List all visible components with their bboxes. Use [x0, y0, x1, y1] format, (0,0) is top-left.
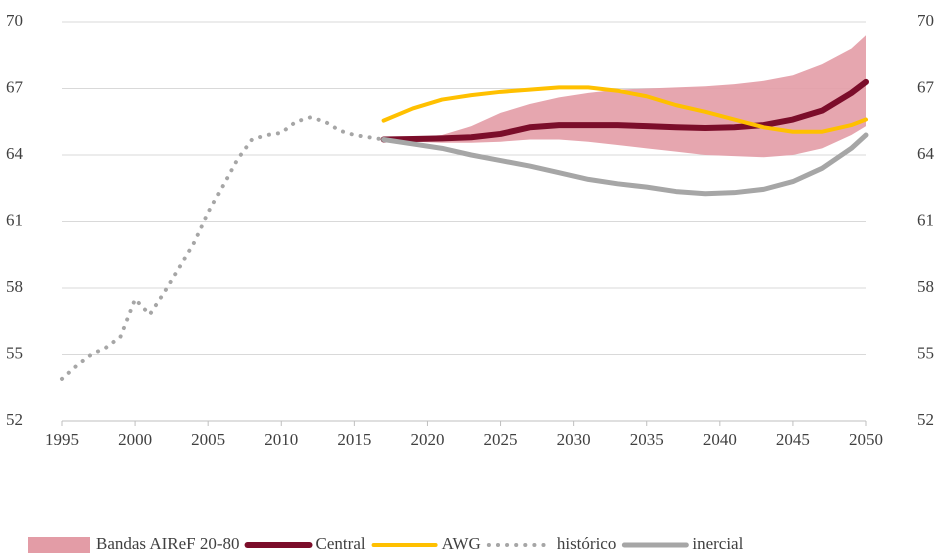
x-tick-label: 1995: [45, 430, 79, 449]
legend-label: AWG: [442, 534, 481, 553]
series-line: [381, 132, 869, 197]
legend-label: Central: [316, 534, 366, 553]
y2-tick-label: 67: [917, 77, 935, 96]
y2-tick-label: 61: [917, 210, 934, 229]
x-tick-label: 2040: [703, 430, 737, 449]
y-tick-label: 67: [6, 77, 24, 96]
legend-label: histórico: [557, 534, 617, 553]
y2-tick-label: 52: [917, 410, 934, 429]
x-tick-label: 2000: [118, 430, 152, 449]
x-tick-label: 2015: [337, 430, 371, 449]
x-tick-label: 2030: [557, 430, 591, 449]
y-tick-label: 61: [6, 210, 23, 229]
y-tick-label: 64: [6, 144, 24, 163]
series-line: [380, 78, 869, 143]
legend-label: inercial: [692, 534, 743, 553]
y2-tick-label: 64: [917, 144, 935, 163]
y-tick-label: 58: [6, 277, 23, 296]
legend-swatch: [28, 537, 90, 553]
x-tick-label: 2035: [630, 430, 664, 449]
x-tick-label: 2005: [191, 430, 225, 449]
y2-tick-label: 70: [917, 11, 934, 30]
y2-tick-label: 55: [917, 343, 934, 362]
y2-tick-label: 58: [917, 277, 934, 296]
x-tick-label: 2025: [484, 430, 518, 449]
legend-label: Bandas AIReF 20-80: [96, 534, 240, 553]
x-tick-label: 2045: [776, 430, 810, 449]
x-tick-label: 2010: [264, 430, 298, 449]
y-tick-label: 52: [6, 410, 23, 429]
x-tick-label: 2050: [849, 430, 883, 449]
y-tick-label: 55: [6, 343, 23, 362]
series-line: [60, 115, 386, 381]
series-line: [381, 85, 868, 134]
y-tick-label: 70: [6, 11, 23, 30]
x-tick-label: 2020: [410, 430, 444, 449]
